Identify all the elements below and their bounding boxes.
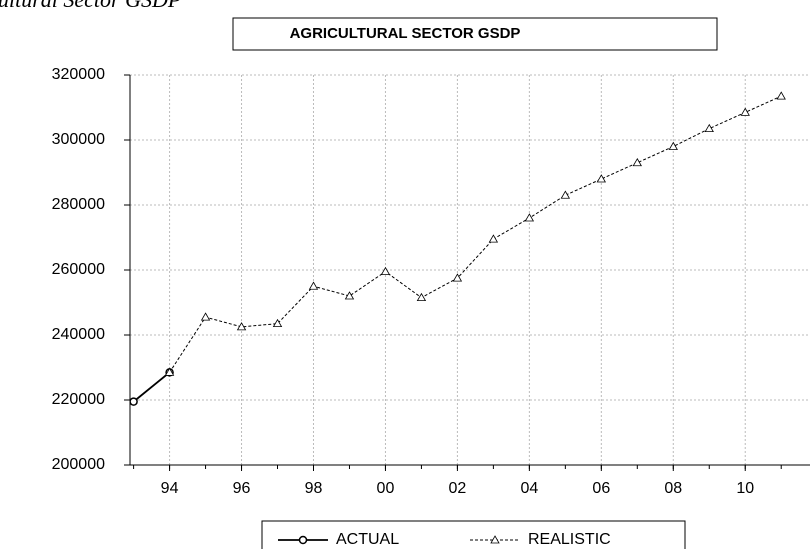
marker bbox=[668, 141, 678, 150]
x-tick-label: 98 bbox=[305, 480, 323, 497]
x-tick-label: 06 bbox=[592, 480, 610, 497]
legend-box bbox=[261, 520, 686, 549]
marker bbox=[308, 281, 319, 290]
x-tick-label: 00 bbox=[377, 480, 395, 497]
series-line bbox=[133, 371, 171, 403]
y-tick-label: 260000 bbox=[52, 261, 105, 278]
marker bbox=[524, 213, 535, 222]
marker bbox=[130, 397, 138, 406]
marker bbox=[704, 123, 714, 133]
y-tick-label: 220000 bbox=[52, 391, 105, 408]
marker bbox=[272, 318, 283, 328]
marker bbox=[380, 266, 391, 276]
y-tick-label: 240000 bbox=[52, 326, 105, 343]
x-tick-label: 96 bbox=[233, 480, 251, 497]
marker bbox=[416, 292, 427, 302]
marker bbox=[490, 535, 500, 544]
y-tick-label: 200000 bbox=[52, 456, 105, 473]
y-tick-label: 280000 bbox=[52, 196, 105, 213]
y-tick-label: 320000 bbox=[52, 66, 105, 83]
x-tick-label: 94 bbox=[161, 480, 179, 497]
marker bbox=[740, 107, 750, 116]
marker bbox=[344, 291, 355, 300]
legend-label: ACTUAL bbox=[336, 531, 399, 548]
marker bbox=[452, 273, 463, 282]
marker bbox=[776, 91, 786, 100]
marker bbox=[596, 174, 607, 183]
title-box bbox=[232, 17, 718, 51]
plot-area bbox=[130, 74, 810, 466]
legend-label: REALISTIC bbox=[528, 531, 611, 548]
marker bbox=[164, 367, 175, 376]
x-tick-label: 10 bbox=[736, 480, 754, 497]
x-tick-label: 04 bbox=[520, 480, 538, 497]
marker bbox=[298, 535, 308, 545]
marker bbox=[488, 234, 499, 243]
marker bbox=[560, 190, 571, 199]
marker bbox=[200, 312, 211, 321]
chart-title: AGRICULTURAL SECTOR GSDP bbox=[290, 25, 521, 42]
series-line bbox=[169, 95, 782, 373]
x-tick-label: 02 bbox=[449, 480, 467, 497]
marker bbox=[236, 322, 247, 331]
y-tick-label: 300000 bbox=[52, 131, 105, 148]
x-tick-label: 08 bbox=[664, 480, 682, 497]
chart-subtitle: ultural Sector GSDP bbox=[0, 0, 181, 12]
marker bbox=[632, 157, 642, 167]
